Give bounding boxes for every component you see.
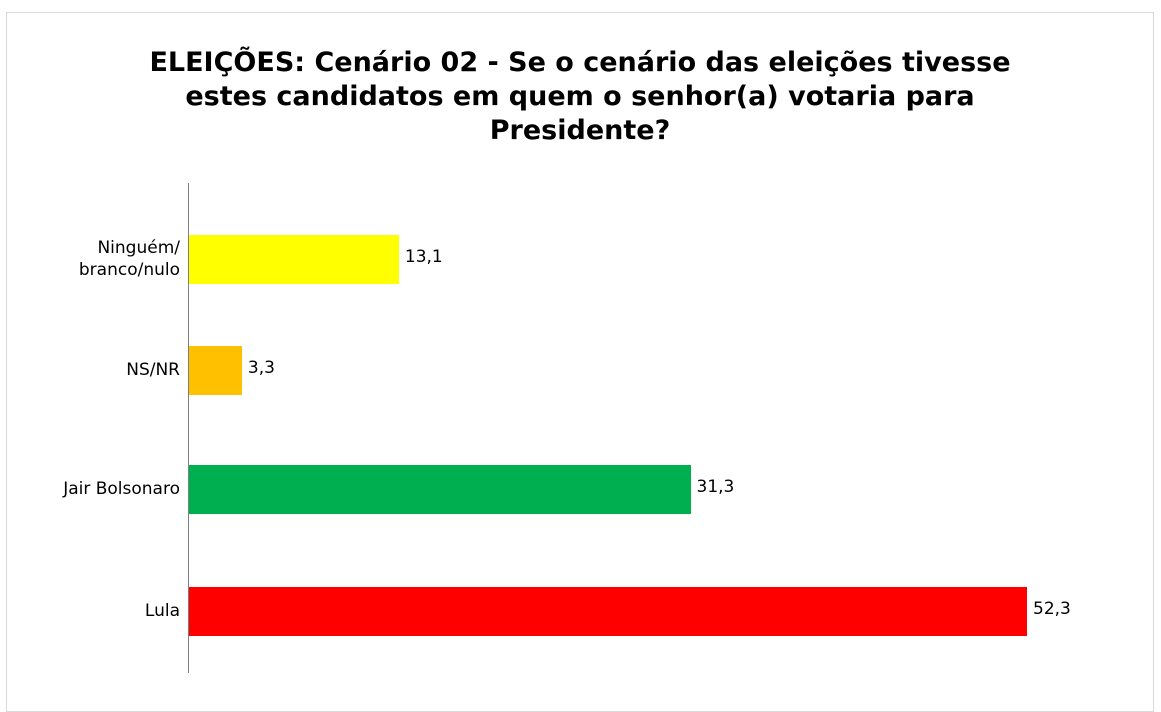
bar	[189, 586, 1027, 636]
value-label: 13,1	[404, 247, 443, 267]
category-label: Ninguém/ branco/nulo	[78, 238, 180, 280]
category-label: Jair Bolsonaro	[63, 479, 180, 499]
bar	[189, 464, 691, 514]
bar	[189, 345, 242, 395]
category-label: NS/NR	[126, 360, 180, 380]
page: {"chart_data": {"type": "bar", "orientat…	[6, 12, 1154, 712]
value-label: 52,3	[1033, 599, 1071, 619]
value-label: 3,3	[247, 358, 275, 378]
category-axis	[188, 183, 189, 673]
chart-title: ELEIÇÕES: Cenário 02 - Se o cenário das …	[149, 47, 1011, 146]
value-label: 31,3	[696, 477, 735, 497]
category-label: Lula	[144, 601, 180, 621]
bar	[189, 234, 399, 284]
